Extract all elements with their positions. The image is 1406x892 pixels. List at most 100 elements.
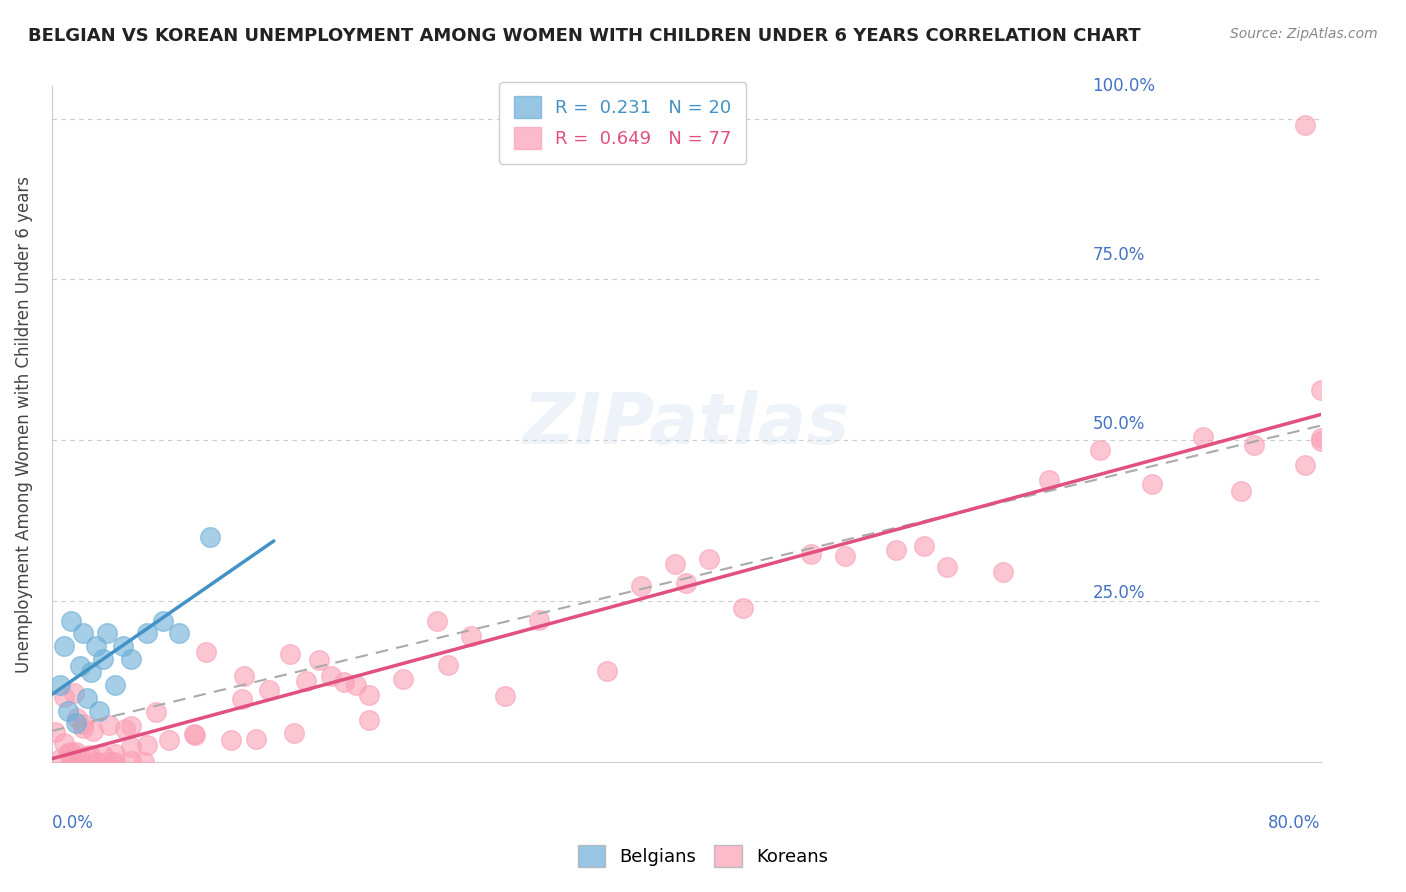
- Y-axis label: Unemployment Among Women with Children Under 6 years: Unemployment Among Women with Children U…: [15, 176, 32, 673]
- Koreans: [1140, 476, 1163, 491]
- Belgians: [167, 626, 190, 640]
- Koreans: [527, 613, 550, 627]
- Koreans: [183, 728, 205, 742]
- Koreans: [308, 653, 330, 667]
- Koreans: [834, 549, 856, 563]
- Koreans: [357, 713, 380, 727]
- Belgians: [200, 530, 222, 544]
- Koreans: [232, 669, 254, 683]
- Belgians: [91, 652, 114, 666]
- Koreans: [321, 668, 343, 682]
- Koreans: [912, 539, 935, 553]
- Koreans: [295, 673, 318, 688]
- Koreans: [135, 739, 157, 753]
- Belgians: [84, 639, 107, 653]
- Belgians: [152, 614, 174, 628]
- Koreans: [72, 717, 94, 731]
- Koreans: [426, 615, 449, 629]
- Belgians: [48, 678, 70, 692]
- Koreans: [94, 755, 117, 769]
- Belgians: [65, 716, 87, 731]
- Koreans: [79, 747, 101, 762]
- Koreans: [1191, 430, 1213, 444]
- Koreans: [1243, 438, 1265, 452]
- Belgians: [72, 626, 94, 640]
- Koreans: [48, 752, 70, 766]
- Koreans: [145, 705, 167, 719]
- Koreans: [120, 740, 142, 755]
- Koreans: [53, 735, 76, 749]
- Koreans: [437, 658, 460, 673]
- Koreans: [157, 733, 180, 747]
- Belgians: [76, 690, 98, 705]
- Belgians: [80, 665, 103, 679]
- Koreans: [1309, 434, 1331, 449]
- Koreans: [675, 576, 697, 591]
- Koreans: [66, 711, 89, 725]
- Belgians: [56, 704, 79, 718]
- Text: 50.0%: 50.0%: [1092, 416, 1144, 434]
- Text: 100.0%: 100.0%: [1092, 78, 1156, 95]
- Koreans: [1038, 473, 1060, 487]
- Koreans: [392, 672, 415, 686]
- Koreans: [84, 755, 107, 769]
- Koreans: [76, 748, 98, 763]
- Koreans: [346, 678, 368, 692]
- Legend: R =  0.231   N = 20, R =  0.649   N = 77: R = 0.231 N = 20, R = 0.649 N = 77: [499, 82, 747, 164]
- Koreans: [245, 731, 267, 746]
- Koreans: [114, 723, 136, 737]
- Koreans: [183, 727, 205, 741]
- Koreans: [664, 558, 686, 572]
- Belgians: [104, 678, 127, 692]
- Belgians: [69, 658, 91, 673]
- Koreans: [72, 721, 94, 735]
- Belgians: [53, 639, 76, 653]
- Text: BELGIAN VS KOREAN UNEMPLOYMENT AMONG WOMEN WITH CHILDREN UNDER 6 YEARS CORRELATI: BELGIAN VS KOREAN UNEMPLOYMENT AMONG WOM…: [28, 27, 1140, 45]
- Belgians: [89, 704, 111, 718]
- Koreans: [494, 689, 516, 703]
- Koreans: [231, 692, 253, 706]
- Koreans: [460, 629, 482, 643]
- Koreans: [1294, 458, 1316, 472]
- Text: 25.0%: 25.0%: [1092, 584, 1144, 602]
- Belgians: [135, 626, 157, 640]
- Koreans: [993, 565, 1015, 579]
- Koreans: [104, 755, 127, 769]
- Legend: Belgians, Koreans: Belgians, Koreans: [571, 838, 835, 874]
- Koreans: [731, 601, 754, 615]
- Koreans: [257, 682, 280, 697]
- Text: 80.0%: 80.0%: [1268, 814, 1320, 831]
- Koreans: [884, 542, 907, 557]
- Koreans: [1294, 118, 1316, 132]
- Text: 0.0%: 0.0%: [52, 814, 94, 831]
- Koreans: [278, 647, 301, 661]
- Text: 75.0%: 75.0%: [1092, 246, 1144, 264]
- Text: ZIPatlas: ZIPatlas: [523, 390, 849, 458]
- Koreans: [1309, 431, 1331, 445]
- Koreans: [1230, 483, 1253, 498]
- Belgians: [59, 614, 82, 628]
- Koreans: [357, 688, 380, 702]
- Koreans: [101, 755, 124, 769]
- Koreans: [59, 745, 82, 759]
- Koreans: [195, 645, 218, 659]
- Koreans: [104, 747, 127, 761]
- Koreans: [69, 750, 91, 764]
- Koreans: [800, 547, 823, 561]
- Koreans: [1309, 383, 1331, 397]
- Koreans: [630, 579, 652, 593]
- Belgians: [96, 626, 118, 640]
- Koreans: [120, 719, 142, 733]
- Koreans: [91, 747, 114, 762]
- Koreans: [44, 725, 66, 739]
- Koreans: [59, 755, 82, 769]
- Koreans: [56, 746, 79, 760]
- Belgians: [112, 639, 135, 653]
- Koreans: [596, 664, 619, 678]
- Belgians: [120, 652, 142, 666]
- Koreans: [132, 755, 155, 769]
- Text: Source: ZipAtlas.com: Source: ZipAtlas.com: [1230, 27, 1378, 41]
- Koreans: [97, 718, 120, 732]
- Koreans: [333, 674, 356, 689]
- Koreans: [219, 732, 242, 747]
